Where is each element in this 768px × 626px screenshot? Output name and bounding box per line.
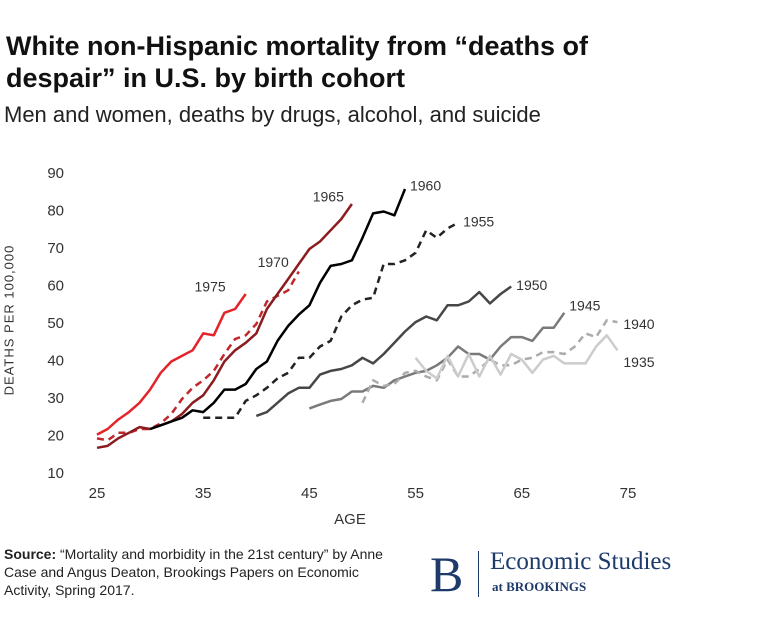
source: Source: “Mortality and morbidity in the … [4, 545, 404, 599]
x-tick-label: 75 [620, 485, 637, 502]
series-line [96, 293, 247, 436]
y-tick-label: 60 [47, 277, 64, 294]
series-label: 1970 [258, 254, 289, 270]
series-label: 1975 [195, 279, 226, 295]
series-line [414, 334, 619, 380]
logo-name: Economic Studies [490, 548, 672, 575]
source-text: “Mortality and morbidity in the 21st cen… [4, 546, 383, 598]
series-label: 1955 [463, 213, 494, 229]
series-line [149, 188, 407, 431]
y-tick-label: 20 [47, 427, 64, 444]
y-tick-label: 30 [47, 390, 64, 407]
x-axis-label: AGE [334, 511, 366, 528]
series-label: 1965 [313, 189, 344, 205]
logo-sub: at BROOKINGS [492, 579, 587, 594]
series-label: 1960 [410, 178, 441, 194]
y-tick-label: 50 [47, 315, 64, 332]
x-tick-label: 45 [301, 485, 318, 502]
series-label: 1940 [623, 316, 654, 332]
series-label: 1945 [569, 297, 600, 313]
logo-divider [478, 551, 479, 597]
y-tick-label: 10 [47, 465, 64, 482]
series-label: 1935 [623, 354, 654, 370]
series-line [203, 221, 459, 420]
x-tick-label: 55 [407, 485, 424, 502]
x-tick-label: 25 [89, 485, 106, 502]
y-tick-label: 70 [47, 240, 64, 257]
series-label: 1950 [516, 277, 547, 293]
source-label: Source: [4, 546, 57, 562]
y-tick-label: 40 [47, 352, 64, 369]
y-axis-label: DEATHS PER 100,000 [1, 245, 16, 396]
series-line [361, 319, 618, 404]
series-line [96, 203, 353, 450]
series-line [308, 312, 566, 410]
y-tick-label: 80 [47, 202, 64, 219]
x-tick-label: 35 [195, 485, 212, 502]
chart-subtitle: Men and women, deaths by drugs, alcohol,… [4, 102, 541, 127]
series-line [255, 285, 512, 418]
y-tick-label: 90 [47, 165, 64, 182]
chart-title: White non-Hispanic mortality from “death… [6, 31, 589, 93]
x-tick-label: 65 [513, 485, 530, 502]
logo-letter: B [430, 546, 464, 602]
